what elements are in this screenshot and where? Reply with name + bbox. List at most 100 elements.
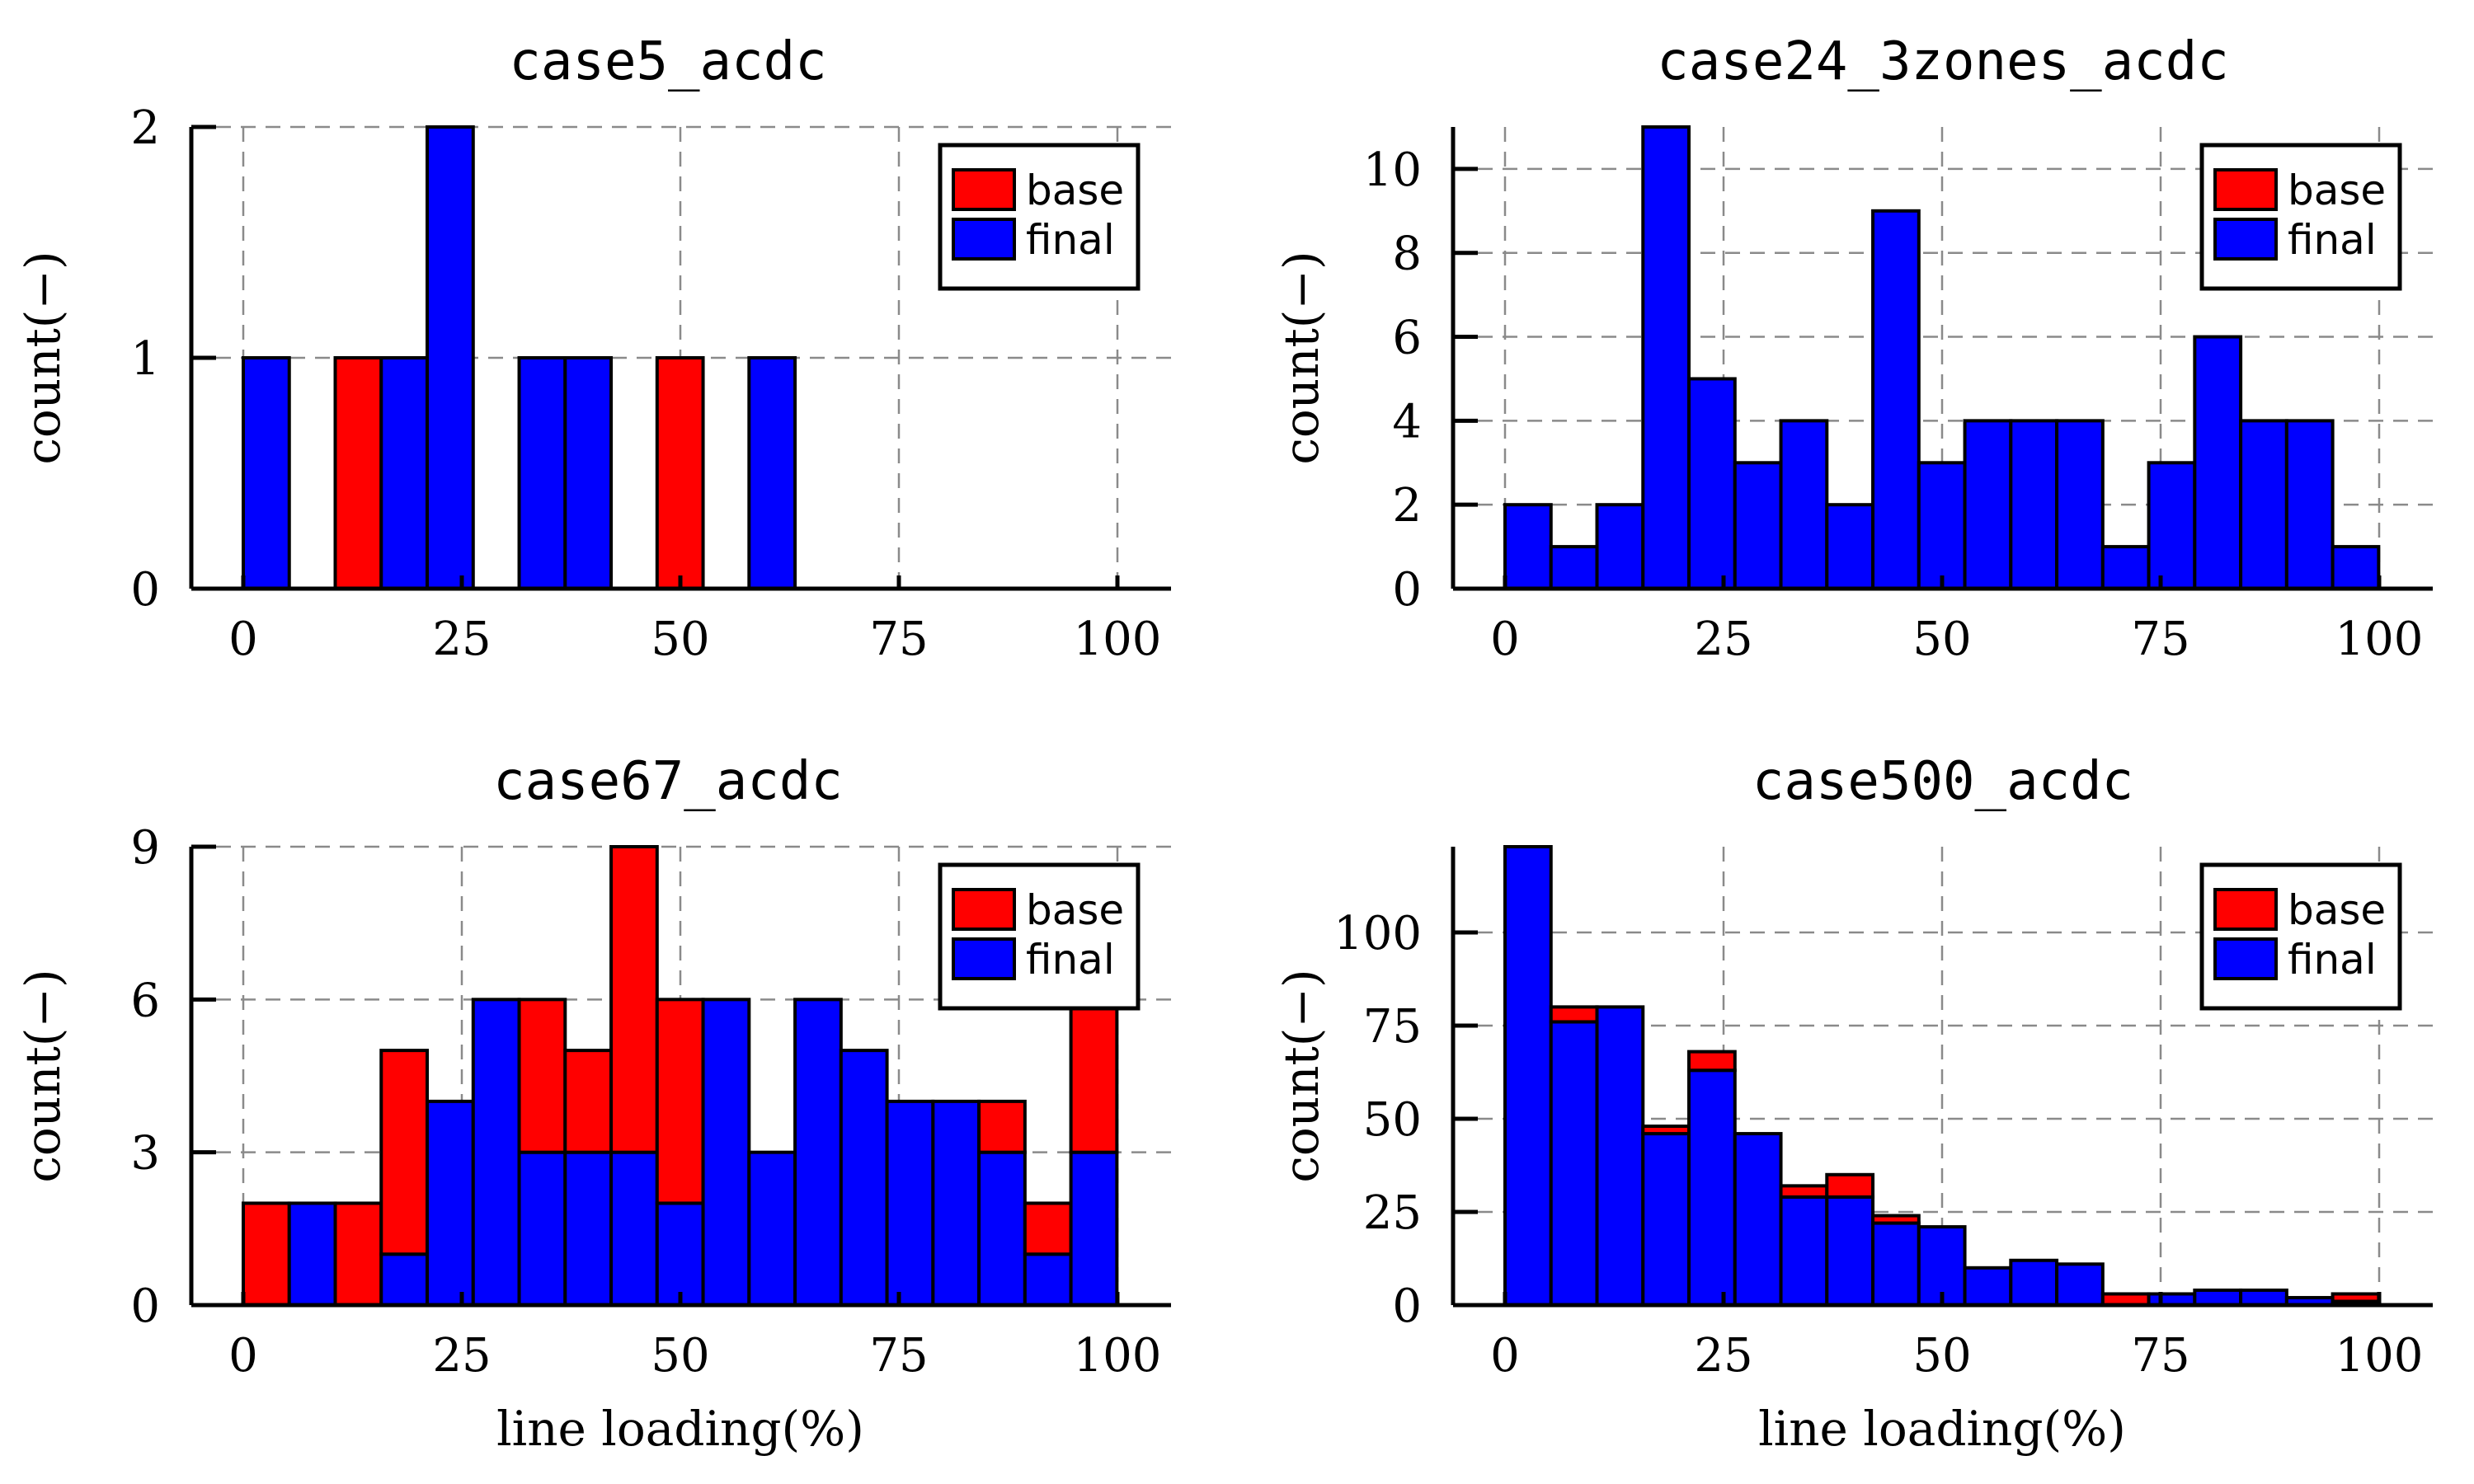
y-tick-label: 0 (1392, 1280, 1422, 1333)
legend-label-final: final (2288, 216, 2377, 264)
legend-swatch-final (2213, 218, 2278, 261)
bar-base (333, 356, 383, 590)
y-tick-label: 100 (1333, 907, 1422, 960)
bar-final (2193, 1288, 2243, 1308)
bar-final (701, 998, 751, 1308)
chart-title: case24_3zones_acdc (1657, 31, 2229, 92)
legend-swatch-base (952, 168, 1016, 211)
bar-final (609, 1150, 659, 1307)
bar-final (1963, 1266, 2013, 1308)
bar-final (1825, 1195, 1875, 1307)
bar-final (1069, 1150, 1119, 1307)
bar-final (1023, 1252, 1073, 1307)
bar-final (379, 356, 430, 590)
bar-final (1917, 461, 1967, 590)
y-tick-label: 8 (1392, 228, 1422, 281)
bar-final (1963, 419, 2013, 591)
bar-final (517, 1150, 567, 1307)
bar-base (1779, 1184, 1829, 1199)
bar-base (1687, 1050, 1737, 1073)
bar-final (563, 356, 614, 590)
bar-final (747, 1150, 797, 1307)
bar-base (563, 1049, 614, 1154)
bar-final (1595, 1005, 1645, 1308)
bar-final (2055, 1262, 2105, 1307)
legend-label-base: base (2288, 886, 2386, 934)
bar-final (1825, 503, 1875, 591)
legend-label-base: base (1026, 886, 1124, 934)
x-tick-label: 0 (1490, 1329, 1520, 1383)
y-tick-label: 6 (130, 974, 160, 1027)
bar-final (426, 1099, 475, 1308)
x-tick-label: 75 (869, 613, 928, 666)
legend-swatch-base (2213, 888, 2278, 931)
x-tick-label: 25 (1694, 1329, 1752, 1383)
panel-case24: case24_3zones_acdc 0 25 50 75 100 0 2 4 6 8 10 count… (1273, 31, 2433, 666)
bar-base (2331, 1292, 2381, 1303)
x-tick-label: 75 (2131, 613, 2189, 666)
legend (938, 143, 1141, 291)
y-axis-label: count(−) (1273, 251, 1329, 464)
bar-final (2100, 545, 2151, 590)
chart-title: case67_acdc (493, 751, 843, 812)
legend-swatch-base (2213, 168, 2278, 211)
bar-final (2009, 1258, 2059, 1308)
bar-base (1641, 1125, 1691, 1136)
y-tick-label: 2 (130, 101, 160, 155)
y-axis-label: count(−) (15, 251, 71, 464)
bar-final (931, 1099, 981, 1308)
y-tick-label: 3 (130, 1127, 160, 1181)
y-tick-label: 9 (130, 821, 160, 875)
x-tick-label: 0 (228, 1329, 258, 1383)
y-tick-label: 25 (1363, 1186, 1422, 1240)
bar-final (2331, 545, 2381, 590)
bar-final (1503, 845, 1553, 1307)
x-tick-label: 25 (432, 613, 491, 666)
bar-final (747, 356, 797, 590)
y-tick-label: 1 (130, 332, 160, 386)
bar-final (1871, 209, 1921, 590)
bar-base (1549, 1005, 1599, 1024)
x-tick-label: 100 (2335, 1329, 2424, 1383)
y-tick-label: 0 (130, 563, 160, 617)
bar-final (426, 125, 475, 590)
bar-base (655, 998, 705, 1205)
y-axis-label: count(−) (1273, 969, 1329, 1182)
y-tick-label: 0 (1392, 563, 1422, 617)
y-tick-label: 2 (1392, 479, 1422, 533)
x-tick-label: 75 (2131, 1329, 2189, 1383)
bar-final (2239, 1288, 2288, 1308)
y-tick-label: 4 (1392, 395, 1422, 448)
bar-base (1825, 1172, 1875, 1199)
bar-final (379, 1252, 430, 1307)
chart-title: case500_acdc (1752, 751, 2133, 812)
y-tick-label: 75 (1363, 1000, 1422, 1054)
bar-base (1871, 1214, 1921, 1225)
bar-base (977, 1099, 1027, 1154)
bar-base (655, 356, 705, 590)
bar-final (1733, 1132, 1783, 1308)
bar-base (1069, 998, 1119, 1154)
bar-final (471, 998, 521, 1308)
bar-base (609, 845, 659, 1154)
x-tick-label: 100 (1074, 1329, 1162, 1383)
bar-base (379, 1049, 430, 1256)
bar-final (2284, 419, 2335, 591)
panel-case67: case67_acdc 0 25 50 75 100 0 3 6 9 count(−) line lo… (15, 751, 1171, 1457)
x-tick-label: 50 (651, 613, 709, 666)
x-tick-label: 100 (1074, 613, 1162, 666)
y-tick-label: 10 (1363, 143, 1422, 197)
bar-final (2147, 461, 2197, 590)
y-tick-label: 6 (1392, 312, 1422, 365)
bar-final (1871, 1221, 1921, 1308)
bar-final (2193, 335, 2243, 590)
legend-swatch-base (952, 888, 1016, 931)
bar-final (563, 1150, 614, 1307)
bar-base (333, 1201, 383, 1308)
x-tick-label: 50 (1912, 613, 1971, 666)
bar-final (1779, 419, 1829, 591)
bar-base (1023, 1201, 1073, 1256)
